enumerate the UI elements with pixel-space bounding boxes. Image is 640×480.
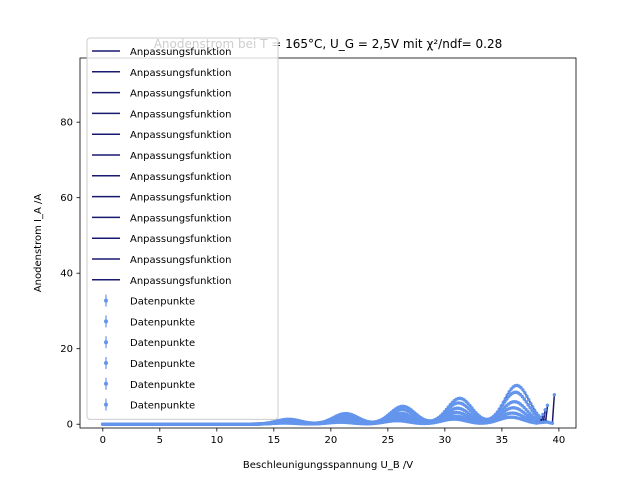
x-tick-label: 30 [439, 435, 452, 446]
data-point [541, 412, 545, 417]
y-tick-label: 40 [60, 269, 73, 280]
axes-frame [79, 57, 577, 429]
axis-ticks: 0 5 10 15 20 25 30 35 40 0 20 40 60 80 [60, 118, 565, 446]
data-point [534, 421, 539, 425]
x-tick-label: 40 [553, 435, 566, 446]
legend-fit-label: Anpassungsfunktion [130, 234, 231, 245]
x-tick-label: 35 [496, 435, 509, 446]
data-point [536, 418, 541, 422]
legend-data-label: Datenpunkte [130, 317, 195, 328]
legend-fit-label: Anpassungsfunktion [130, 276, 231, 287]
x-tick-label: 25 [381, 435, 394, 446]
x-tick-label: 20 [324, 435, 337, 446]
y-axis-label: Anodenstrom I_A /A [33, 194, 44, 293]
data-point [533, 408, 537, 412]
legend: Anpassungsfunktion Anpassungsfunktion Anpa… [86, 37, 279, 420]
data-point [522, 397, 526, 401]
data-point [545, 403, 550, 408]
legend-fit-label: Anpassungsfunktion [130, 255, 231, 266]
legend-data-marker [104, 298, 108, 303]
legend-data-label: Datenpunkte [130, 359, 195, 370]
data-point [525, 394, 529, 398]
data-point [526, 403, 530, 407]
legend-data-marker [104, 361, 108, 365]
data-point [552, 393, 557, 397]
legend-data-label: Datenpunkte [130, 380, 195, 391]
data-point [505, 397, 509, 401]
y-tick-label: 20 [60, 344, 73, 355]
x-tick-label: 15 [267, 435, 280, 446]
x-tick-label: 0 [100, 435, 106, 446]
data-point [530, 408, 534, 413]
legend-fit-label: Anpassungsfunktion [130, 109, 231, 120]
data-point [531, 405, 535, 409]
data-point [538, 415, 543, 420]
x-axis-label: Beschleunigungsspannung U_B /V [243, 460, 413, 471]
data-point [532, 411, 536, 415]
data-point [528, 406, 532, 410]
data-point [507, 390, 511, 394]
data-point [501, 403, 505, 407]
data-point [520, 394, 525, 399]
x-tick-label: 10 [210, 435, 223, 446]
data-point [519, 385, 523, 390]
data-point [503, 400, 507, 404]
data-point [523, 391, 527, 395]
data-point [543, 408, 547, 412]
data-point [524, 400, 528, 404]
plot-content [101, 383, 557, 426]
legend-fit-label: Anpassungsfunktion [130, 213, 231, 224]
y-tick-label: 80 [60, 118, 73, 129]
legend-data-marker [104, 319, 108, 324]
legend-data-label: Datenpunkte [130, 297, 195, 308]
legend-data-marker [104, 381, 108, 386]
data-point [527, 398, 531, 402]
legend-fit-label: Anpassungsfunktion [130, 193, 231, 204]
data-point [550, 421, 555, 425]
legend-fit-label: Anpassungsfunktion [130, 172, 231, 183]
data-point [468, 403, 472, 408]
data-point [521, 388, 525, 392]
x-tick-label: 5 [157, 435, 163, 446]
legend-data-marker [104, 402, 108, 407]
y-tick-label: 0 [67, 420, 73, 431]
y-tick-label: 60 [60, 193, 73, 204]
legend-fit-label: Anpassungsfunktion [130, 47, 231, 58]
legend-fit-label: Anpassungsfunktion [130, 130, 231, 141]
legend-data-label: Datenpunkte [130, 401, 195, 412]
legend-fit-label: Anpassungsfunktion [130, 89, 231, 100]
legend-fit-label: Anpassungsfunktion [130, 68, 231, 79]
data-point [529, 401, 533, 406]
legend-data-marker [104, 340, 108, 345]
legend-box [86, 37, 279, 420]
legend-fit-label: Anpassungsfunktion [130, 151, 231, 162]
plot-area [101, 383, 557, 426]
data-point [466, 401, 470, 406]
legend-data-label: Datenpunkte [130, 338, 195, 349]
